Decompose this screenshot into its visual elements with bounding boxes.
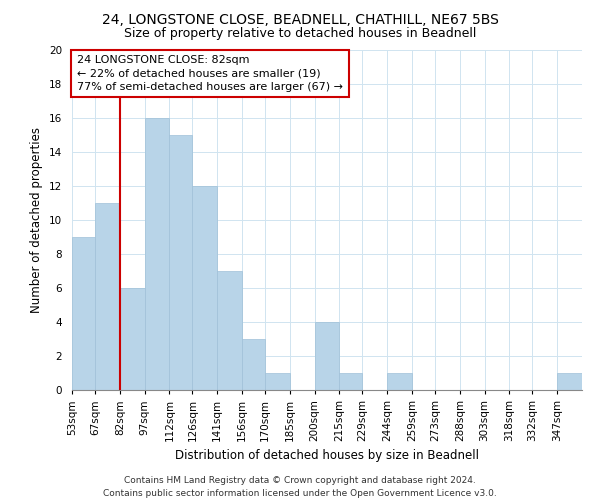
Text: Size of property relative to detached houses in Beadnell: Size of property relative to detached ho…: [124, 28, 476, 40]
Bar: [193, 186, 217, 390]
Bar: [145, 118, 169, 390]
Text: 24 LONGSTONE CLOSE: 82sqm
← 22% of detached houses are smaller (19)
77% of semi-: 24 LONGSTONE CLOSE: 82sqm ← 22% of detac…: [77, 55, 343, 92]
Bar: [169, 135, 193, 390]
Bar: [95, 203, 120, 390]
Text: 24, LONGSTONE CLOSE, BEADNELL, CHATHILL, NE67 5BS: 24, LONGSTONE CLOSE, BEADNELL, CHATHILL,…: [101, 12, 499, 26]
Bar: [72, 237, 95, 390]
Y-axis label: Number of detached properties: Number of detached properties: [31, 127, 43, 313]
Bar: [120, 288, 145, 390]
X-axis label: Distribution of detached houses by size in Beadnell: Distribution of detached houses by size …: [175, 450, 479, 462]
Text: Contains HM Land Registry data © Crown copyright and database right 2024.
Contai: Contains HM Land Registry data © Crown c…: [103, 476, 497, 498]
Bar: [265, 373, 290, 390]
Bar: [340, 373, 362, 390]
Bar: [557, 373, 582, 390]
Bar: [387, 373, 412, 390]
Bar: [314, 322, 340, 390]
Bar: [242, 339, 265, 390]
Bar: [217, 271, 242, 390]
